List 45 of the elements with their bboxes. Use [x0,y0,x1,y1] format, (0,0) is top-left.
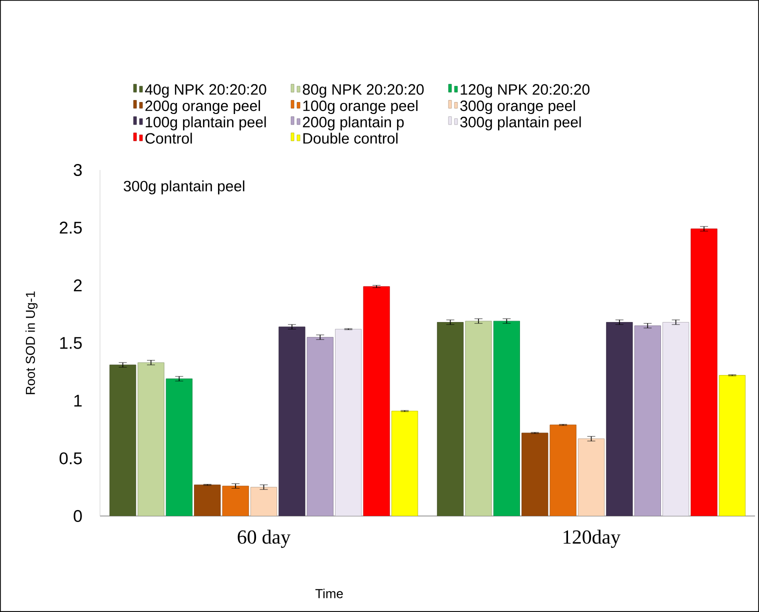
legend-label: 100g orange peel [303,100,418,114]
x-axis-title: Time [315,588,343,598]
bar [662,322,690,516]
y-tick-label: 1 [74,394,82,406]
bar [690,228,718,516]
bar [166,378,192,516]
bar [138,362,164,516]
bar [194,484,221,516]
y-tick-label: 3 [74,164,82,176]
legend-label: Control [145,132,192,144]
legend-label: 40g NPK 20:20:20 [145,84,266,98]
bar [109,364,136,516]
bar [363,286,390,516]
y-tick-label: 0.5 [60,452,82,464]
y-tick-label: 1.5 [60,337,82,349]
bar [465,320,492,516]
bar [578,438,605,516]
bar [493,320,520,516]
legend-label: 100g plantain peel [146,116,266,130]
legend-label: 300g plantain peel [460,116,581,130]
bar [335,328,362,516]
legend-label: 200g plantain p [302,116,404,130]
bar [718,375,746,516]
legend-label: Double control [303,132,398,144]
bar [391,410,418,516]
bar [222,486,249,516]
y-tick-label: 2 [74,279,82,292]
x-tick-label: 120day [564,530,621,548]
legend-label: 200g orange peel [145,100,260,114]
bar [550,424,576,516]
bar [522,432,548,516]
legend-label: 300g orange peel [460,100,575,114]
y-tick-label: 2.5 [60,222,82,234]
y-tick-label: 0 [74,510,82,522]
bar [606,322,633,516]
bar [250,486,278,516]
legend-label: 80g NPK 20:20:20 [302,84,424,98]
bar [306,337,334,516]
legend-label: 120g NPK 20:20:20 [460,84,590,98]
bar [634,325,661,516]
x-tick-label: 60 day [238,530,291,548]
annotation: 300g plantain peel [124,180,244,194]
y-axis-title: Root SOD in Ug-1 [25,291,38,394]
bar [436,322,464,516]
bar [278,326,306,516]
